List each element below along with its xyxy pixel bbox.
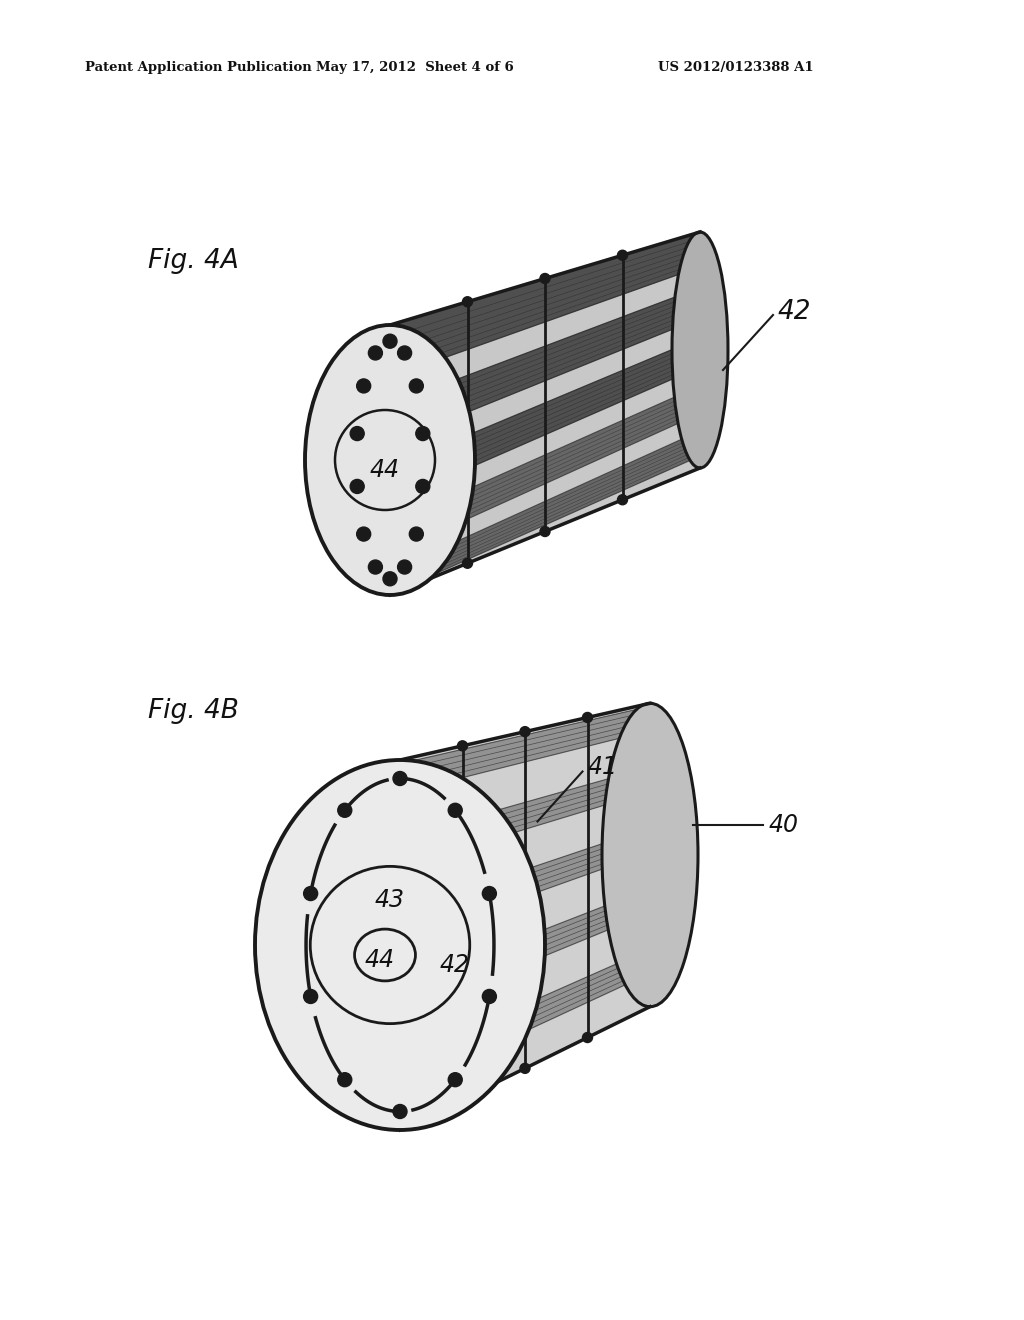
Circle shape: [540, 527, 550, 536]
Circle shape: [617, 251, 628, 260]
Polygon shape: [390, 232, 718, 358]
Text: 42: 42: [440, 953, 470, 977]
Ellipse shape: [255, 760, 545, 1130]
Text: Fig. 4A: Fig. 4A: [148, 248, 239, 275]
Polygon shape: [436, 421, 722, 573]
Circle shape: [520, 726, 530, 737]
Circle shape: [304, 887, 317, 900]
Polygon shape: [400, 706, 650, 793]
Text: Patent Application Publication: Patent Application Publication: [85, 62, 311, 74]
Ellipse shape: [305, 325, 475, 595]
Circle shape: [520, 1064, 530, 1073]
Circle shape: [356, 527, 371, 541]
Text: 42: 42: [778, 300, 811, 325]
Polygon shape: [458, 280, 726, 412]
Text: Fig. 4B: Fig. 4B: [148, 698, 239, 723]
Ellipse shape: [672, 232, 728, 469]
Circle shape: [583, 713, 593, 722]
Polygon shape: [356, 704, 698, 1130]
Circle shape: [338, 1073, 352, 1086]
Polygon shape: [400, 767, 650, 867]
Circle shape: [397, 346, 412, 360]
Circle shape: [617, 495, 628, 504]
Circle shape: [350, 479, 365, 494]
Circle shape: [383, 572, 397, 586]
Text: US 2012/0123388 A1: US 2012/0123388 A1: [658, 62, 814, 74]
Circle shape: [463, 558, 472, 568]
Text: 44: 44: [370, 458, 400, 482]
Circle shape: [458, 1094, 468, 1104]
Circle shape: [458, 741, 468, 751]
Circle shape: [482, 990, 497, 1003]
Circle shape: [393, 1105, 407, 1118]
Circle shape: [304, 990, 317, 1003]
Circle shape: [369, 346, 382, 360]
Circle shape: [410, 527, 423, 541]
Text: 40: 40: [768, 813, 799, 837]
Circle shape: [416, 479, 430, 494]
Circle shape: [540, 273, 550, 284]
Polygon shape: [400, 888, 650, 1015]
Ellipse shape: [602, 704, 698, 1007]
Circle shape: [449, 1073, 462, 1086]
Circle shape: [482, 887, 497, 900]
Text: 43: 43: [375, 888, 406, 912]
Polygon shape: [400, 949, 650, 1089]
Circle shape: [393, 771, 407, 785]
Circle shape: [416, 426, 430, 441]
Circle shape: [463, 297, 472, 306]
Polygon shape: [466, 374, 727, 519]
Circle shape: [583, 1032, 593, 1043]
Circle shape: [410, 379, 423, 393]
Circle shape: [397, 560, 412, 574]
Circle shape: [356, 379, 371, 393]
Circle shape: [350, 426, 365, 441]
Polygon shape: [400, 828, 650, 941]
Circle shape: [449, 804, 462, 817]
Circle shape: [383, 334, 397, 348]
Circle shape: [338, 804, 352, 817]
Text: 41: 41: [588, 755, 617, 779]
Text: 44: 44: [365, 948, 395, 972]
Circle shape: [369, 560, 382, 574]
Polygon shape: [473, 326, 728, 466]
Text: May 17, 2012  Sheet 4 of 6: May 17, 2012 Sheet 4 of 6: [316, 62, 514, 74]
Polygon shape: [305, 232, 728, 595]
